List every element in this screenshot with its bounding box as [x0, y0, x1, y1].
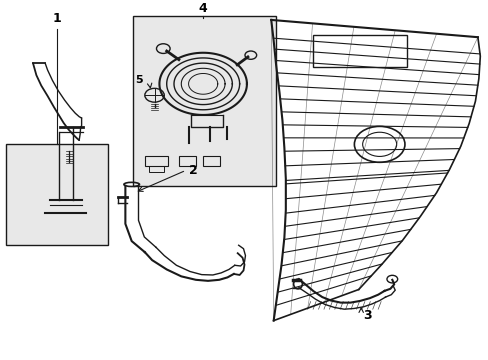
Bar [312, 36, 407, 67]
Bar [6, 144, 108, 244]
Text: 2: 2 [188, 164, 197, 177]
Text: 1: 1 [53, 12, 61, 25]
Text: 4: 4 [199, 2, 207, 15]
Bar [148, 166, 164, 172]
Bar [132, 17, 276, 186]
Bar [179, 156, 196, 166]
Text: 3: 3 [363, 309, 371, 322]
Text: 5: 5 [135, 75, 142, 85]
Bar [144, 156, 168, 166]
Bar [203, 156, 220, 166]
